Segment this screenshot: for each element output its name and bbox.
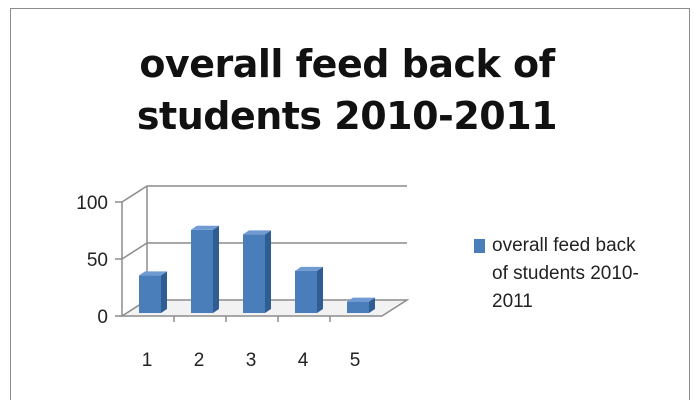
y-tick-label-100: 100 xyxy=(76,193,108,214)
bar-side-1 xyxy=(161,271,167,313)
bar-top-3 xyxy=(243,230,271,235)
bar-top-2 xyxy=(191,225,219,230)
y-tick-label-50: 50 xyxy=(87,250,108,271)
x-tick-label-3: 3 xyxy=(246,350,257,371)
gridline-connector-50 xyxy=(121,242,148,260)
legend-entry-line-3: 2011 xyxy=(492,291,533,312)
bar-top-4 xyxy=(295,266,323,271)
gridlines xyxy=(121,185,407,260)
y-tick-label-0: 0 xyxy=(97,307,108,328)
bar-front-4 xyxy=(295,270,317,313)
x-tick-label-2: 2 xyxy=(194,350,205,371)
chart-title-line-1: overall feed back of xyxy=(139,42,555,86)
bar-side-4 xyxy=(317,266,323,313)
bar-side-5 xyxy=(369,297,375,313)
legend-entry: overall feed back of students 2010- 2011 xyxy=(492,232,682,316)
legend-entry-line-2: of students 2010- xyxy=(492,263,639,284)
x-tick-label-5: 5 xyxy=(350,350,361,371)
legend-entry-line-1: overall feed back xyxy=(492,235,636,256)
tick-labels: 0 50 100 1 2 3 4 5 xyxy=(76,193,360,371)
legend-swatch xyxy=(474,239,485,253)
bar-side-3 xyxy=(265,230,271,313)
bar-side-2 xyxy=(213,225,219,313)
bar-2 xyxy=(191,225,219,313)
x-tick-label-1: 1 xyxy=(142,350,153,371)
bar-3 xyxy=(243,230,271,313)
bar-top-1 xyxy=(139,271,167,276)
bar-front-3 xyxy=(243,234,265,313)
bar-front-1 xyxy=(139,275,161,313)
bar-5 xyxy=(347,297,375,313)
chart-title-line-2: students 2010-2011 xyxy=(136,94,558,138)
chart-title: overall feed back of students 2010-2011 xyxy=(0,38,694,142)
bar-front-2 xyxy=(191,229,213,313)
chart-frame xyxy=(10,8,690,400)
bar-4 xyxy=(295,266,323,313)
x-tick-label-4: 4 xyxy=(298,350,309,371)
gridline-connector-100 xyxy=(121,185,148,203)
bar-1 xyxy=(139,271,167,313)
bar-top-5 xyxy=(347,297,375,302)
bars xyxy=(139,225,375,313)
bar-front-5 xyxy=(347,301,369,313)
